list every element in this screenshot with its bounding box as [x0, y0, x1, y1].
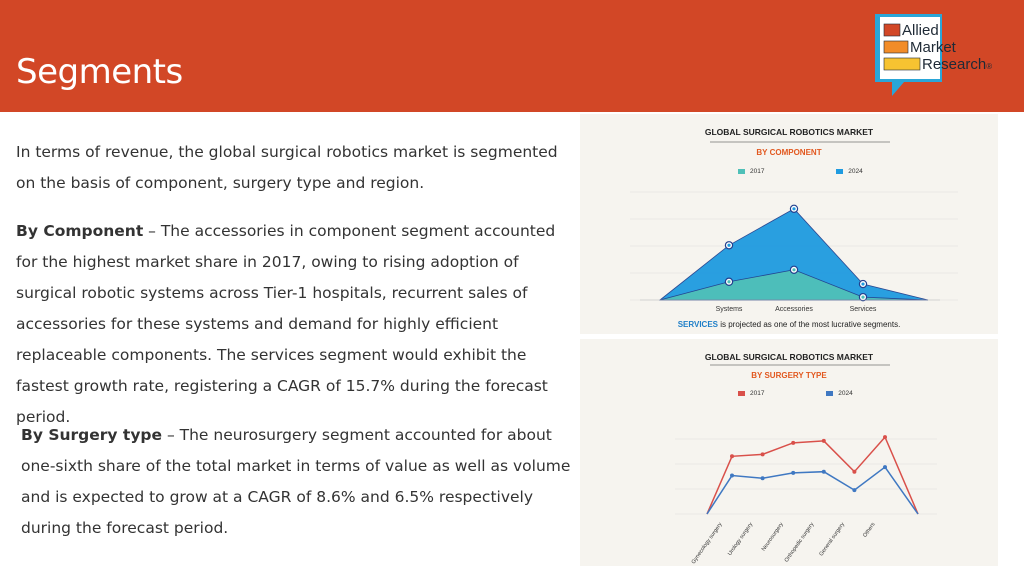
data-point-2024 [852, 488, 857, 493]
x-tick-label: Accessories [775, 306, 813, 313]
component-heading: By Component [16, 222, 144, 240]
logo-line-3-text: Research [922, 56, 987, 73]
legend-label-2017: 2017 [750, 390, 765, 397]
data-point-2024 [791, 470, 796, 475]
title-bar: Segments Allied Market Research® [0, 0, 1024, 112]
legend-label-2017: 2017 [750, 168, 765, 175]
component-text: – The accessories in component segment a… [16, 222, 556, 426]
data-point-fill-2024 [727, 243, 731, 247]
data-point-2024 [883, 465, 887, 470]
data-point-fill-2017 [727, 280, 731, 284]
surgery-chart-card: GLOBAL SURGICAL ROBOTICS MARKET BY SURGE… [580, 339, 998, 566]
surgery-heading: By Surgery type [21, 426, 163, 444]
data-point-fill-2024 [861, 282, 865, 286]
x-tick-label: General surgery [819, 522, 847, 558]
legend-swatch-2017 [738, 390, 745, 396]
surgery-line-chart: Gynecology surgery Urology surgery Neurosu… [675, 364, 937, 566]
data-point-fill-2017 [792, 268, 796, 272]
footnote-text: is projected as one of the most lucrativ… [718, 320, 901, 329]
x-tick-label: Services [850, 306, 877, 313]
intro-paragraph: In terms of revenue, the global surgical… [16, 143, 558, 192]
x-tick-label: Urology surgery [727, 522, 754, 557]
legend-label-2024: 2024 [848, 168, 863, 175]
logo-line-3: Research® [922, 56, 992, 75]
legend-label-2024: 2024 [838, 390, 853, 397]
series-line-2024 [706, 466, 919, 515]
component-legend: 2017 2024 [738, 168, 863, 175]
series-line-2017 [706, 435, 919, 515]
allied-market-research-logo: Allied Market Research® [872, 12, 1022, 98]
data-point-2024 [821, 469, 826, 474]
component-chart-card: GLOBAL SURGICAL ROBOTICS MARKET BY COMPO… [580, 114, 998, 334]
component-chart-title: GLOBAL SURGICAL ROBOTICS MARKET [704, 127, 874, 137]
data-point-2017 [760, 452, 765, 457]
legend-swatch-2024 [826, 390, 834, 396]
data-point-2024 [760, 476, 765, 481]
data-point-fill-2017 [861, 295, 865, 299]
logo-line-2: Market [910, 39, 956, 56]
legend-swatch-2024 [836, 168, 844, 174]
surgery-chart-subtitle: BY SURGERY TYPE [751, 371, 827, 380]
registered-mark: ® [986, 62, 993, 71]
component-footnote: SERVICES is projected as one of the most… [580, 320, 998, 329]
data-point-2017 [791, 440, 796, 445]
x-tick-label: Others [862, 522, 877, 539]
x-tick-label: Neurosurgery [761, 522, 785, 553]
x-tick-label: Orthopedic surgery [784, 522, 816, 564]
surgery-paragraph: By Surgery type – The neurosurgery segme… [21, 420, 571, 544]
legend-swatch-2017 [738, 168, 745, 174]
x-tick-label: Gynecology surgery [691, 522, 724, 566]
surgery-text: – The neurosurgery segment accounted for… [21, 426, 571, 537]
data-point-fill-2024 [792, 207, 796, 211]
component-paragraph: By Component – The accessories in compon… [16, 216, 571, 433]
footnote-highlight: SERVICES [677, 320, 718, 329]
data-point-2024 [730, 473, 734, 478]
logo-line-1: Allied [902, 22, 939, 39]
data-point-2017 [852, 469, 857, 474]
surgery-chart-title: GLOBAL SURGICAL ROBOTICS MARKET [704, 352, 874, 362]
data-point-2017 [730, 454, 734, 459]
logo-mark-icon [875, 14, 942, 96]
data-point-2017 [883, 435, 887, 440]
x-tick-label: Systems [716, 306, 743, 313]
component-area-chart: Systems Accessories Services [630, 141, 958, 313]
data-point-2017 [821, 438, 826, 443]
slide-title: Segments [16, 52, 183, 92]
component-chart-subtitle: BY COMPONENT [756, 148, 822, 157]
surgery-legend: 2017 2024 [738, 390, 853, 397]
